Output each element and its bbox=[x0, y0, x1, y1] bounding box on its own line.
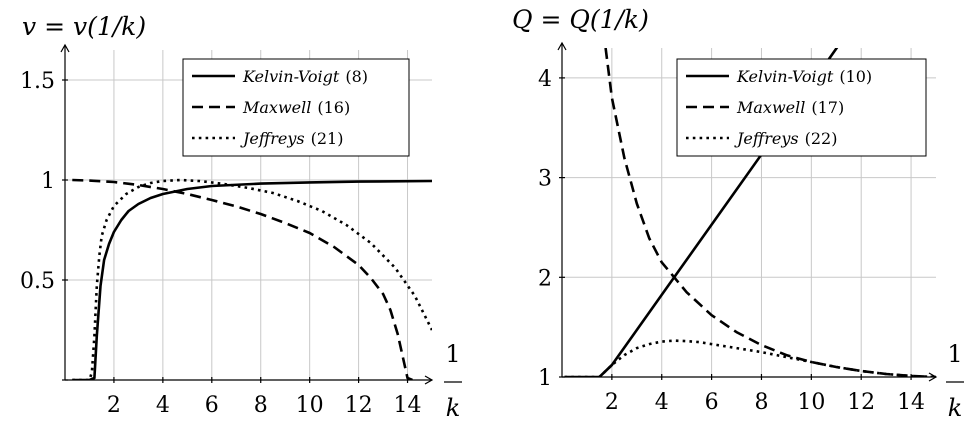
legend-label: Jeffreys (21) bbox=[240, 129, 343, 148]
legend: Kelvin-Voigt (10) Maxwell (17) Jeffreys (22) bbox=[676, 58, 927, 157]
x-label-denominator: k bbox=[948, 394, 963, 422]
legend-equation-ref: (10) bbox=[839, 67, 872, 86]
legend-equation-ref: (21) bbox=[311, 129, 344, 148]
x-tick-label: 10 bbox=[797, 390, 825, 415]
chart-title: v = v(1/k) bbox=[22, 12, 146, 41]
x-tick-label: 14 bbox=[897, 390, 925, 415]
legend-series-name: Jeffreys bbox=[734, 129, 799, 148]
legend-label: Kelvin-Voigt (10) bbox=[736, 67, 872, 86]
x-tick-label: 6 bbox=[705, 390, 719, 415]
legend-series-name: Maxwell bbox=[736, 98, 805, 117]
legend-label: Maxwell (16) bbox=[242, 98, 350, 117]
x-tick-label: 12 bbox=[345, 393, 373, 418]
y-tick-label: 1.5 bbox=[20, 69, 55, 94]
x-tick-label: 14 bbox=[394, 393, 422, 418]
legend-label: Jeffreys (22) bbox=[734, 129, 837, 148]
legend-series-name: Kelvin-Voigt bbox=[242, 67, 340, 86]
x-tick-label: 2 bbox=[107, 393, 121, 418]
y-axis-arrow bbox=[60, 43, 70, 53]
x-tick-label: 4 bbox=[655, 390, 669, 415]
x-tick-label: 12 bbox=[847, 390, 875, 415]
x-tick-label: 10 bbox=[296, 393, 324, 418]
legend-series-name: Maxwell bbox=[242, 98, 311, 117]
legend-equation-ref: (8) bbox=[345, 67, 368, 86]
x-tick-label: 2 bbox=[605, 390, 619, 415]
legend-equation-ref: (22) bbox=[805, 129, 838, 148]
y-tick-label: 2 bbox=[538, 266, 552, 291]
chart-title: Q = Q(1/k) bbox=[512, 5, 649, 34]
y-axis-arrow bbox=[557, 41, 567, 51]
legend-label: Maxwell (17) bbox=[736, 98, 844, 117]
legend-equation-ref: (17) bbox=[811, 98, 844, 117]
series-jeffreys bbox=[564, 339, 936, 377]
legend: Kelvin-Voigt (8) Maxwell (16) Jeffreys (21) bbox=[182, 58, 410, 157]
x-label-denominator: k bbox=[446, 394, 461, 422]
legend-equation-ref: (16) bbox=[317, 98, 350, 117]
y-tick-label: 1 bbox=[538, 366, 552, 391]
series-maxwell bbox=[72, 178, 413, 380]
y-tick-label: 4 bbox=[538, 67, 552, 92]
y-tick-label: 0.5 bbox=[20, 269, 55, 294]
x-tick-label: 8 bbox=[754, 390, 768, 415]
series-kelvin-voigt bbox=[72, 179, 432, 380]
legend-series-name: Jeffreys bbox=[240, 129, 305, 148]
x-label-numerator: 1 bbox=[445, 340, 460, 368]
x-tick-label: 6 bbox=[205, 393, 219, 418]
x-tick-label: 8 bbox=[254, 393, 268, 418]
y-tick-label: 1 bbox=[41, 169, 55, 194]
chart-velocity: 2 4 6 8 10 12 14 0.5 1 1.5 v = v(1/k) 1 k Kelvin-Voig… bbox=[20, 12, 462, 422]
y-tick-label: 3 bbox=[538, 167, 552, 192]
series-jeffreys bbox=[72, 178, 432, 380]
legend-label: Kelvin-Voigt (8) bbox=[242, 67, 368, 86]
x-tick-label: 4 bbox=[156, 393, 170, 418]
x-label-numerator: 1 bbox=[947, 340, 962, 368]
legend-series-name: Kelvin-Voigt bbox=[736, 67, 834, 86]
series-group bbox=[72, 178, 432, 380]
x-axis-arrow bbox=[424, 375, 434, 385]
